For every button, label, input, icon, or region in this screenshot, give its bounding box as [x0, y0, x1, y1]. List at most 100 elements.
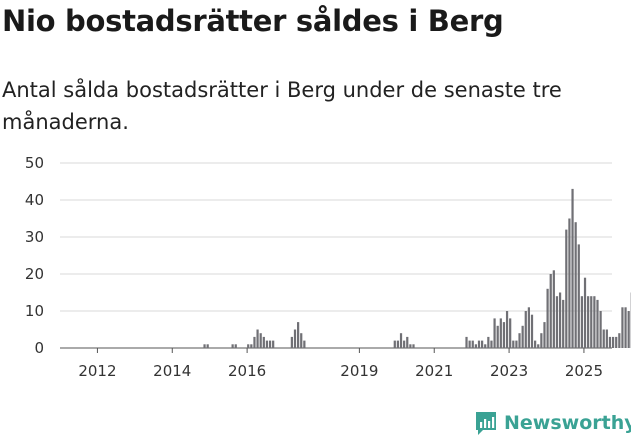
x-tick-label: 2014	[153, 362, 191, 380]
bar	[471, 340, 474, 348]
bars	[203, 188, 631, 348]
bar	[549, 274, 552, 348]
bar	[574, 222, 577, 348]
bar	[412, 344, 415, 348]
bar	[396, 340, 400, 348]
bar	[611, 336, 615, 348]
bar	[393, 340, 396, 348]
bar	[409, 344, 412, 348]
bar	[552, 270, 555, 348]
bar-chart: 0 10 20 30 40 50 2012 2014 2016 2019 2021 2023 2025…	[25, 154, 631, 380]
bar	[621, 307, 624, 348]
bar	[583, 277, 587, 348]
chart-subtitle: Antal sålda bostadsrätter i Berg under d…	[2, 78, 562, 134]
bar	[537, 344, 540, 348]
bar	[231, 344, 234, 348]
x-tick-label: 2016	[228, 362, 266, 380]
bar	[247, 344, 250, 348]
bar	[268, 340, 272, 348]
bar	[509, 318, 512, 348]
bar	[605, 329, 608, 348]
newsworthy-brand: Newsworthy	[474, 408, 631, 438]
bar	[615, 336, 618, 348]
bar	[250, 344, 253, 348]
bar	[203, 344, 206, 348]
bar	[558, 292, 562, 348]
bar	[403, 340, 406, 348]
bar	[297, 322, 300, 348]
bar	[546, 288, 549, 348]
bar	[262, 336, 265, 348]
bar	[515, 340, 518, 348]
bar	[562, 299, 565, 348]
bar	[272, 340, 275, 348]
bar	[624, 307, 627, 348]
y-tick-label: 30	[25, 228, 44, 246]
bar	[593, 296, 596, 348]
bar	[555, 296, 559, 348]
bar	[577, 244, 580, 348]
bar	[465, 336, 468, 348]
x-tick-label: 2012	[78, 362, 116, 380]
bar	[618, 333, 621, 348]
bar	[474, 344, 477, 348]
bar	[293, 329, 297, 348]
bar	[493, 318, 496, 348]
brand-name: Newsworthy	[504, 412, 631, 434]
page-title: Nio bostadsrätter såldes i Berg	[2, 4, 504, 38]
bar	[303, 340, 306, 348]
bar	[499, 318, 502, 348]
x-tick-label: 2023	[490, 362, 528, 380]
bar	[571, 188, 574, 348]
bar	[481, 340, 484, 348]
bar	[502, 322, 506, 348]
bar	[530, 314, 534, 348]
bar	[518, 333, 521, 348]
x-axis-ticks: 2012 2014 2016 2019 2021 2023 2025	[78, 348, 603, 380]
bar	[543, 322, 546, 348]
bar	[496, 325, 499, 348]
bar	[290, 336, 293, 348]
y-tick-label: 50	[25, 154, 44, 172]
bar	[599, 311, 602, 348]
bar	[602, 329, 605, 348]
x-tick-label: 2025	[565, 362, 603, 380]
bar	[524, 311, 527, 348]
bar	[206, 344, 209, 348]
bar	[587, 296, 590, 348]
bar	[234, 344, 237, 348]
bar	[608, 336, 612, 348]
bar	[477, 340, 481, 348]
bar	[596, 299, 599, 348]
bar	[253, 336, 256, 348]
x-tick-label: 2021	[415, 362, 453, 380]
bar	[527, 307, 530, 348]
bar	[568, 218, 571, 348]
y-tick-label: 0	[34, 339, 44, 357]
bar	[300, 333, 303, 348]
bar	[490, 340, 493, 348]
bar	[505, 311, 509, 348]
y-tick-label: 20	[25, 265, 44, 283]
bar	[265, 340, 269, 348]
bar	[406, 336, 409, 348]
bar	[487, 336, 490, 348]
bar	[534, 340, 537, 348]
y-tick-label: 40	[25, 191, 44, 209]
bar	[540, 333, 543, 348]
bar	[565, 229, 568, 348]
newsworthy-logo-icon	[476, 412, 496, 435]
bar	[512, 340, 515, 348]
y-axis-ticks: 0 10 20 30 40 50	[25, 154, 44, 357]
bar	[521, 325, 524, 348]
bar	[484, 344, 487, 348]
x-tick-label: 2019	[340, 362, 378, 380]
bar	[627, 311, 630, 348]
bar	[580, 296, 584, 348]
bar	[590, 296, 593, 348]
bar	[399, 333, 403, 348]
y-tick-label: 10	[25, 302, 44, 320]
bar	[256, 329, 259, 348]
bar	[468, 340, 471, 348]
bar	[259, 333, 262, 348]
